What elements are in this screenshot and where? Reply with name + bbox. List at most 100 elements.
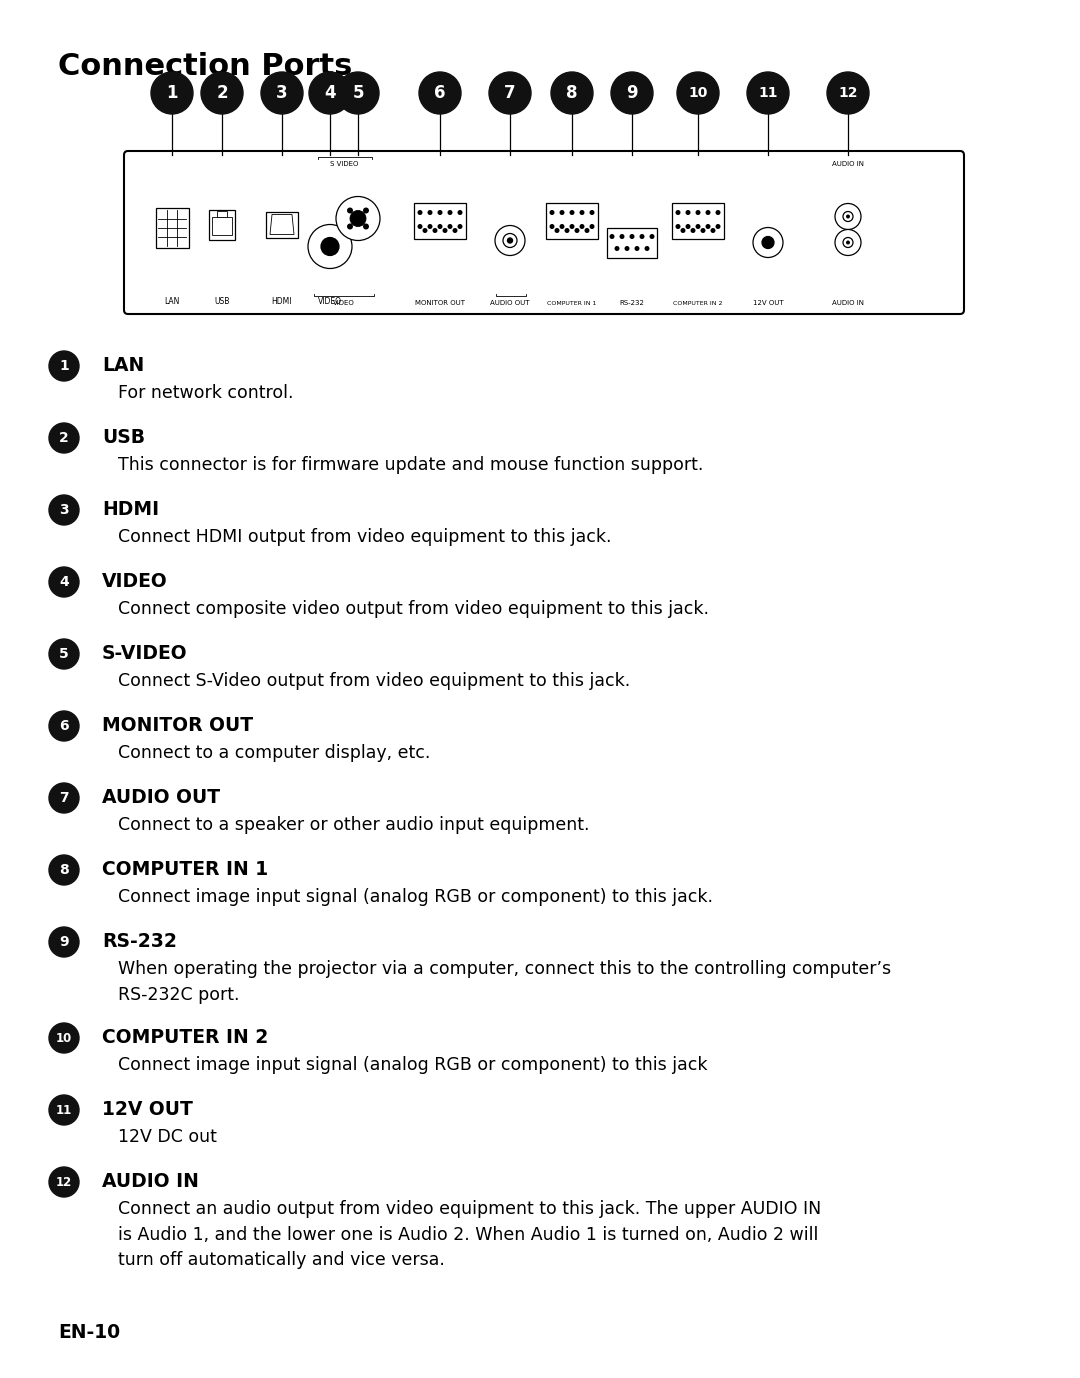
Text: Connect to a computer display, etc.: Connect to a computer display, etc. xyxy=(118,744,430,762)
Circle shape xyxy=(447,225,453,229)
Text: 7: 7 xyxy=(504,84,516,102)
Text: USB: USB xyxy=(214,298,230,306)
Circle shape xyxy=(309,72,351,114)
Text: LAN: LAN xyxy=(164,298,179,306)
Text: COMPUTER IN 2: COMPUTER IN 2 xyxy=(102,1028,268,1047)
Circle shape xyxy=(336,197,380,241)
Circle shape xyxy=(615,247,620,251)
Text: 5: 5 xyxy=(59,648,69,661)
Text: AUDIO IN: AUDIO IN xyxy=(102,1173,199,1191)
Circle shape xyxy=(620,234,624,238)
Circle shape xyxy=(827,72,869,114)
Circle shape xyxy=(580,209,584,215)
Circle shape xyxy=(458,209,462,215)
Bar xyxy=(546,203,598,238)
Circle shape xyxy=(428,225,432,229)
Text: 12: 12 xyxy=(56,1175,72,1188)
Bar xyxy=(607,227,657,258)
Text: 4: 4 xyxy=(59,575,69,588)
Text: 12V OUT: 12V OUT xyxy=(102,1100,193,1119)
Circle shape xyxy=(609,234,615,238)
Circle shape xyxy=(580,225,584,229)
Text: Connection Ports: Connection Ports xyxy=(58,52,352,81)
Circle shape xyxy=(762,237,774,248)
Polygon shape xyxy=(270,215,294,234)
Circle shape xyxy=(846,215,850,219)
Circle shape xyxy=(559,225,565,229)
Text: 2: 2 xyxy=(59,431,69,445)
Circle shape xyxy=(201,72,243,114)
Circle shape xyxy=(447,209,453,215)
Text: 2: 2 xyxy=(216,84,228,102)
Text: When operating the projector via a computer, connect this to the controlling com: When operating the projector via a compu… xyxy=(118,960,891,1003)
Text: EN-10: EN-10 xyxy=(58,1323,120,1342)
Text: 12: 12 xyxy=(838,85,858,101)
Circle shape xyxy=(645,247,649,251)
Circle shape xyxy=(489,72,531,114)
Text: 7: 7 xyxy=(59,791,69,805)
Text: For network control.: For network control. xyxy=(118,384,294,402)
Bar xyxy=(217,211,227,216)
Circle shape xyxy=(49,351,79,380)
Text: 9: 9 xyxy=(626,84,638,102)
Circle shape xyxy=(418,225,422,229)
Text: 4: 4 xyxy=(324,84,336,102)
Circle shape xyxy=(508,238,513,243)
Circle shape xyxy=(635,247,639,251)
Circle shape xyxy=(835,230,861,255)
Circle shape xyxy=(453,227,458,233)
Bar xyxy=(210,209,235,240)
Circle shape xyxy=(363,208,369,214)
Circle shape xyxy=(49,711,79,741)
Text: HDMI: HDMI xyxy=(272,298,293,306)
Circle shape xyxy=(690,227,696,233)
Text: 8: 8 xyxy=(566,84,578,102)
Circle shape xyxy=(550,209,554,215)
Circle shape xyxy=(443,227,447,233)
Text: S VIDEO: S VIDEO xyxy=(329,161,359,167)
Text: COMPUTER IN 1: COMPUTER IN 1 xyxy=(548,300,596,306)
Text: 5: 5 xyxy=(352,84,364,102)
Circle shape xyxy=(428,209,432,215)
Text: Connect image input signal (analog RGB or component) to this jack: Connect image input signal (analog RGB o… xyxy=(118,1056,707,1073)
Circle shape xyxy=(49,783,79,813)
Circle shape xyxy=(677,72,719,114)
Text: 9: 9 xyxy=(59,936,69,949)
Circle shape xyxy=(432,227,437,233)
Circle shape xyxy=(711,227,715,233)
Circle shape xyxy=(49,927,79,956)
Circle shape xyxy=(321,237,339,255)
Text: AUDIO OUT: AUDIO OUT xyxy=(102,788,220,808)
Text: AUDIO IN: AUDIO IN xyxy=(832,161,864,167)
Circle shape xyxy=(308,225,352,269)
Text: AUDIO OUT: AUDIO OUT xyxy=(490,300,530,306)
Circle shape xyxy=(675,225,680,229)
Circle shape xyxy=(843,211,853,222)
Circle shape xyxy=(696,209,701,215)
Circle shape xyxy=(835,204,861,230)
Text: AUDIO IN: AUDIO IN xyxy=(832,300,864,306)
Circle shape xyxy=(705,209,711,215)
Circle shape xyxy=(49,1167,79,1197)
Text: VIDEO: VIDEO xyxy=(318,298,342,306)
Text: Connect composite video output from video equipment to this jack.: Connect composite video output from vide… xyxy=(118,599,708,617)
Text: 8: 8 xyxy=(59,863,69,876)
Text: Connect an audio output from video equipment to this jack. The upper AUDIO IN
is: Connect an audio output from video equip… xyxy=(118,1200,821,1269)
Text: 3: 3 xyxy=(59,503,69,517)
Circle shape xyxy=(551,72,593,114)
Circle shape xyxy=(696,225,701,229)
Circle shape xyxy=(843,237,853,248)
Text: VIDEO: VIDEO xyxy=(333,300,355,306)
Circle shape xyxy=(437,209,443,215)
Text: 6: 6 xyxy=(434,84,446,102)
Bar xyxy=(414,203,465,238)
Circle shape xyxy=(151,72,193,114)
Text: HDMI: HDMI xyxy=(102,500,159,520)
Circle shape xyxy=(747,72,789,114)
Circle shape xyxy=(437,225,443,229)
Circle shape xyxy=(846,241,850,244)
Circle shape xyxy=(753,227,783,258)
Circle shape xyxy=(418,209,422,215)
FancyBboxPatch shape xyxy=(124,152,964,314)
Circle shape xyxy=(624,247,630,251)
